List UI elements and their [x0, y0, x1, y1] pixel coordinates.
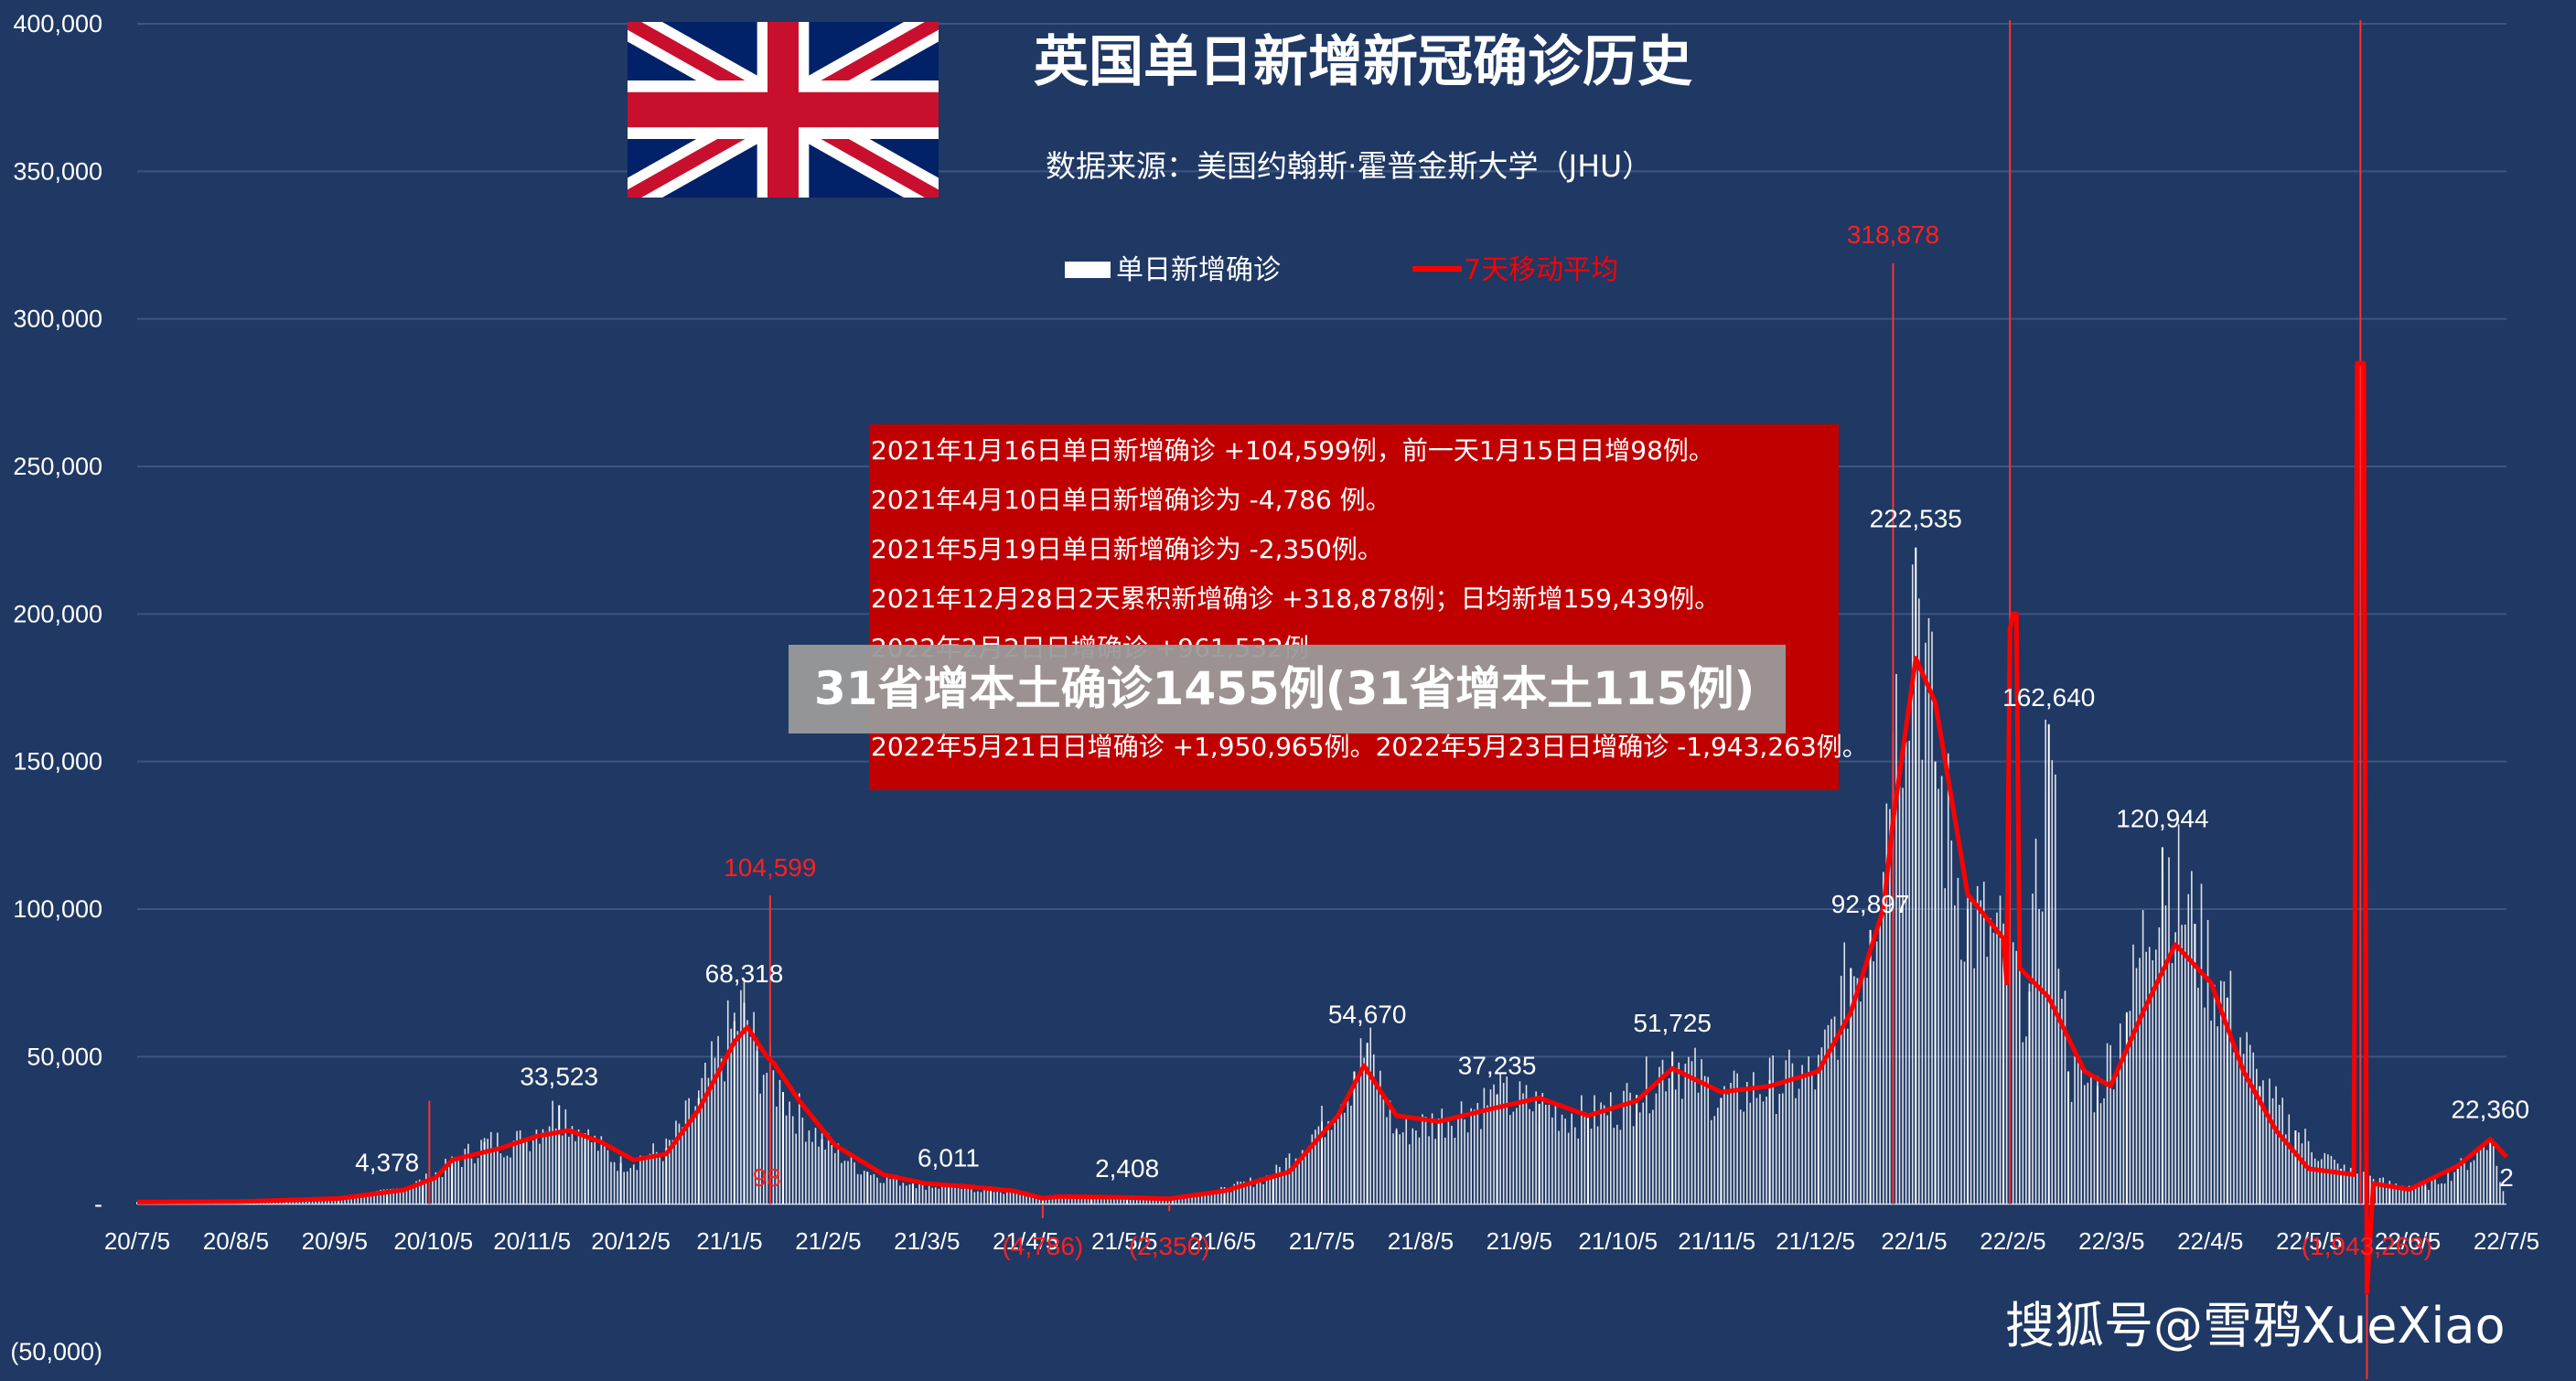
x-tick-label: 22/3/5 [2078, 1227, 2144, 1255]
data-label: (1,943,263) [2302, 1232, 2432, 1260]
data-label: 222,535 [1870, 505, 1962, 533]
x-tick-label: 22/2/5 [1980, 1227, 2045, 1255]
x-axis-ticks: 20/7/5 20/8/5 20/9/5 20/10/5 20/11/5 20/12/5 2… [104, 1227, 2539, 1255]
data-label: 68,318 [705, 959, 784, 988]
chart-subtitle: 数据来源：美国约翰斯·霍普金斯大学（JHU） [1046, 148, 1652, 184]
data-label: 2 [2499, 1163, 2514, 1192]
y-tick-label: 50,000 [27, 1043, 102, 1070]
y-tick-label: 100,000 [13, 895, 102, 923]
x-tick-label: 20/7/5 [104, 1227, 170, 1255]
x-tick-label: 20/8/5 [203, 1227, 269, 1255]
y-tick-label: (50,000) [10, 1338, 102, 1365]
data-label: (2,350) [1129, 1232, 1210, 1260]
y-tick-label: 400,000 [13, 10, 102, 37]
data-label: 54,670 [1328, 1000, 1407, 1028]
x-tick-label: 21/3/5 [894, 1227, 960, 1255]
x-tick-label: 22/1/5 [1881, 1227, 1947, 1255]
x-tick-label: 22/4/5 [2177, 1227, 2243, 1255]
x-tick-label: 22/6/5 [2375, 1227, 2441, 1255]
legend-label-ma: 7天移动平均 [1464, 254, 1618, 286]
headline-banner: 31省增本土确诊1455例(31省增本土115例) [789, 645, 1786, 733]
x-tick-label: 21/10/5 [1578, 1227, 1658, 1255]
x-tick-label: 21/9/5 [1487, 1227, 1552, 1255]
data-label: 162,640 [2002, 683, 2095, 712]
data-label: 104,599 [724, 853, 816, 882]
annotation-line: 2021年4月10日单日新增确诊为 -4,786 例。 [871, 485, 1391, 515]
y-tick-label: 150,000 [13, 748, 102, 776]
data-label: 51,725 [1633, 1009, 1712, 1037]
x-tick-label: 21/12/5 [1776, 1227, 1855, 1255]
legend-label-daily: 单日新增确诊 [1116, 254, 1281, 286]
data-label: 6,011 [918, 1143, 980, 1172]
x-tick-label: 21/8/5 [1388, 1227, 1454, 1255]
legend: 单日新增确诊 7天移动平均 [1065, 254, 1618, 286]
x-tick-label: 21/5/5 [1091, 1227, 1157, 1255]
data-label: 22,360 [2451, 1096, 2529, 1124]
data-labels: 4,378 33,523 68,318 104,599 98 6,011 2,408 (4,7… [355, 220, 2529, 1260]
data-label: 120,944 [2116, 804, 2208, 832]
x-tick-label: 22/5/5 [2276, 1227, 2342, 1255]
x-tick-label: 21/1/5 [696, 1227, 762, 1255]
y-tick-label: 250,000 [13, 453, 102, 480]
y-axis-ticks: 400,000 350,000 300,000 250,000 200,000 150,0… [10, 10, 102, 1365]
annotation-line: 2022年5月21日日增确诊 +1,950,965例。2022年5月23日日增确… [871, 732, 1868, 762]
x-tick-label: 21/11/5 [1678, 1227, 1755, 1255]
y-tick-label: 200,000 [13, 600, 102, 627]
moving-average-line [136, 360, 2508, 1295]
watermark: 搜狐号@雪鸦XueXiao [2005, 1297, 2506, 1354]
daily-bars [136, 547, 2507, 1204]
data-label: 4,378 [355, 1149, 419, 1177]
x-tick-label: 22/7/5 [2474, 1227, 2539, 1255]
spike-lines [428, 20, 2368, 1379]
x-tick-label: 21/4/5 [993, 1227, 1058, 1255]
x-tick-label: 21/2/5 [795, 1227, 861, 1255]
banner-background [789, 645, 1786, 733]
annotation-box: 2021年1月16日单日新增确诊 +104,599例，前一天1月15日日增98例… [869, 424, 1868, 790]
y-tick-label: - [94, 1191, 102, 1218]
x-tick-label: 20/11/5 [493, 1227, 571, 1255]
data-label: 98 [753, 1163, 781, 1192]
legend-swatch-ma [1412, 266, 1462, 272]
x-tick-label: 21/6/5 [1190, 1227, 1256, 1255]
x-tick-label: 20/9/5 [302, 1227, 368, 1255]
annotation-line: 2021年1月16日单日新增确诊 +104,599例，前一天1月15日日增98例… [871, 435, 1714, 466]
chart-title: 英国单日新增新冠确诊历史 [1034, 30, 1692, 94]
annotation-line: 2021年5月19日单日新增确诊为 -2,350例。 [871, 534, 1383, 564]
legend-swatch-daily [1065, 262, 1111, 278]
x-tick-label: 20/10/5 [393, 1227, 473, 1255]
data-label: 2,408 [1095, 1154, 1159, 1183]
annotation-line: 2021年12月28日2天累积新增确诊 +318,878例；日均新增159,43… [871, 583, 1720, 614]
data-label: 92,897 [1831, 890, 1910, 918]
x-tick-label: 21/7/5 [1289, 1227, 1355, 1255]
uk-flag-icon [628, 22, 939, 198]
data-label: 33,523 [520, 1062, 598, 1090]
y-tick-label: 350,000 [13, 157, 102, 185]
x-tick-label: 20/12/5 [591, 1227, 671, 1255]
data-label: (4,786) [1003, 1232, 1084, 1260]
banner-text: 31省增本土确诊1455例(31省增本土115例) [814, 662, 1755, 715]
y-tick-label: 300,000 [13, 305, 102, 333]
data-label: 37,235 [1458, 1052, 1537, 1080]
data-label: 318,878 [1847, 220, 1939, 249]
